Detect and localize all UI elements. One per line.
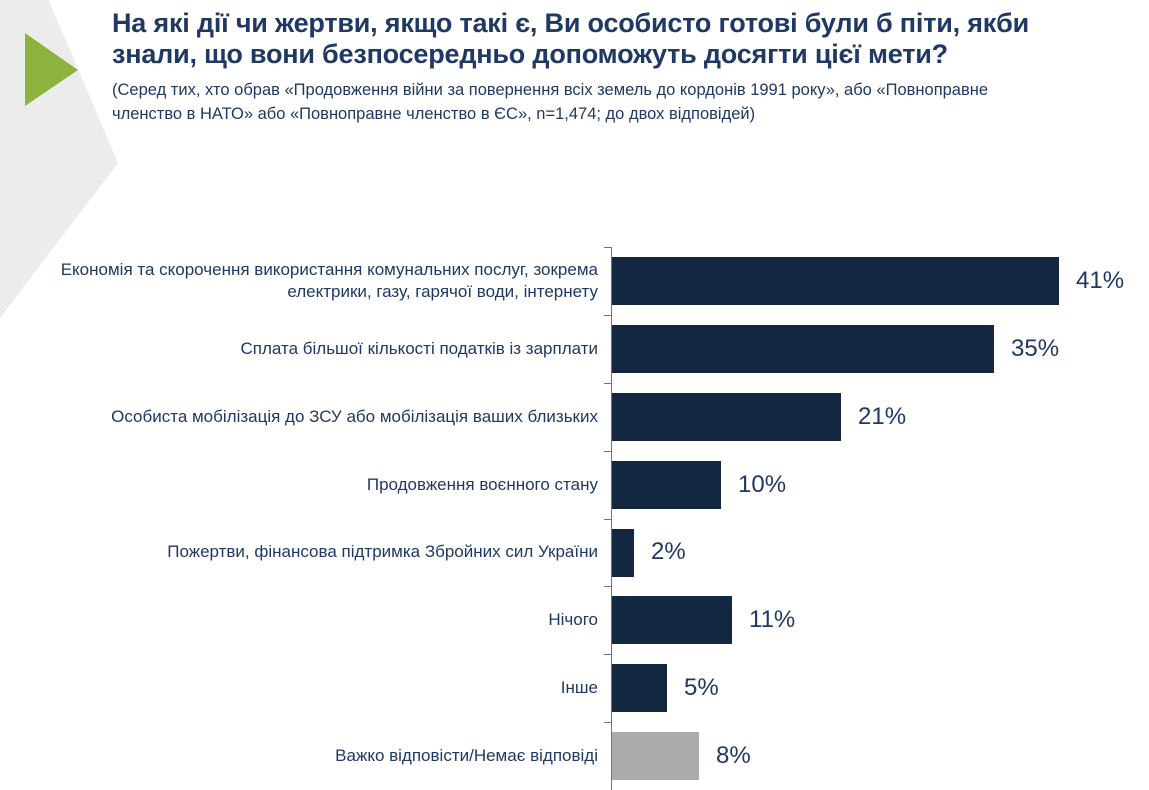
- chart-row: Інше 5%: [0, 654, 1149, 722]
- category-label: Сплата більшої кількості податків із зар…: [240, 338, 598, 358]
- bar-plot-area: 5%: [611, 654, 1149, 722]
- value-label: 10%: [738, 470, 787, 498]
- axis-tick: [604, 315, 611, 316]
- chart-row: Особиста мобілізація до ЗСУ або мобіліза…: [0, 383, 1149, 451]
- axis-tick: [604, 654, 611, 655]
- chart-row: Важко відповісти/Немає відповіді 8%: [0, 722, 1149, 790]
- bar: [612, 732, 699, 781]
- chart-rows: Економія та скорочення використання кому…: [0, 247, 1149, 790]
- value-label: 8%: [716, 742, 751, 770]
- bar: [612, 460, 721, 509]
- chart-row: Економія та скорочення використання кому…: [0, 247, 1149, 315]
- bar: [612, 392, 841, 441]
- bar-plot-area: 11%: [611, 586, 1149, 654]
- bar: [612, 528, 634, 577]
- chart-row: Сплата більшої кількості податків із зар…: [0, 315, 1149, 383]
- axis-tick: [604, 722, 611, 723]
- slide-corner-decoration: [0, 0, 118, 318]
- value-label: 35%: [1011, 334, 1060, 362]
- axis-tick: [604, 586, 611, 587]
- green-arrow-icon: [25, 33, 78, 106]
- category-label: Інше: [560, 678, 598, 698]
- bar-chart: Економія та скорочення використання кому…: [0, 247, 1149, 790]
- bar-plot-area: 10%: [611, 451, 1149, 519]
- chart-row: Пожертви, фінансова підтримка Збройних с…: [0, 519, 1149, 587]
- header: На які дії чи жертви, якщо такі є, Ви ос…: [112, 8, 1062, 127]
- category-label: Пожертви, фінансова підтримка Збройних с…: [167, 542, 598, 562]
- value-label: 21%: [858, 402, 907, 430]
- y-axis-line: [611, 247, 612, 790]
- axis-tick: [604, 519, 611, 520]
- bar: [612, 257, 1059, 305]
- axis-tick: [604, 247, 611, 248]
- bar-plot-area: 2%: [611, 519, 1149, 587]
- category-label: Нічого: [548, 610, 598, 630]
- chart-row: Продовження воєнного стану 10%: [0, 451, 1149, 519]
- value-label: 2%: [651, 538, 686, 566]
- chart-row: Нічого 11%: [0, 586, 1149, 654]
- category-label: Особиста мобілізація до ЗСУ або мобіліза…: [111, 406, 598, 426]
- bar: [612, 664, 667, 713]
- bar-plot-area: 41%: [611, 247, 1149, 315]
- page-subtitle: (Серед тих, хто обрав «Продовження війни…: [112, 80, 989, 124]
- category-label: Продовження воєнного стану: [366, 474, 598, 494]
- bar-plot-area: 8%: [611, 722, 1149, 790]
- axis-tick: [604, 383, 611, 384]
- value-label: 41%: [1076, 266, 1125, 294]
- page-title: На які дії чи жертви, якщо такі є, Ви ос…: [112, 8, 1029, 70]
- category-label: Важко відповісти/Немає відповіді: [335, 746, 598, 766]
- bar: [612, 596, 732, 645]
- bar: [612, 324, 994, 373]
- bar-plot-area: 21%: [611, 383, 1149, 451]
- category-label: Економія та скорочення використання кому…: [60, 259, 598, 301]
- value-label: 5%: [684, 674, 719, 702]
- axis-tick: [604, 451, 611, 452]
- value-label: 11%: [749, 606, 796, 634]
- bar-plot-area: 35%: [611, 315, 1149, 383]
